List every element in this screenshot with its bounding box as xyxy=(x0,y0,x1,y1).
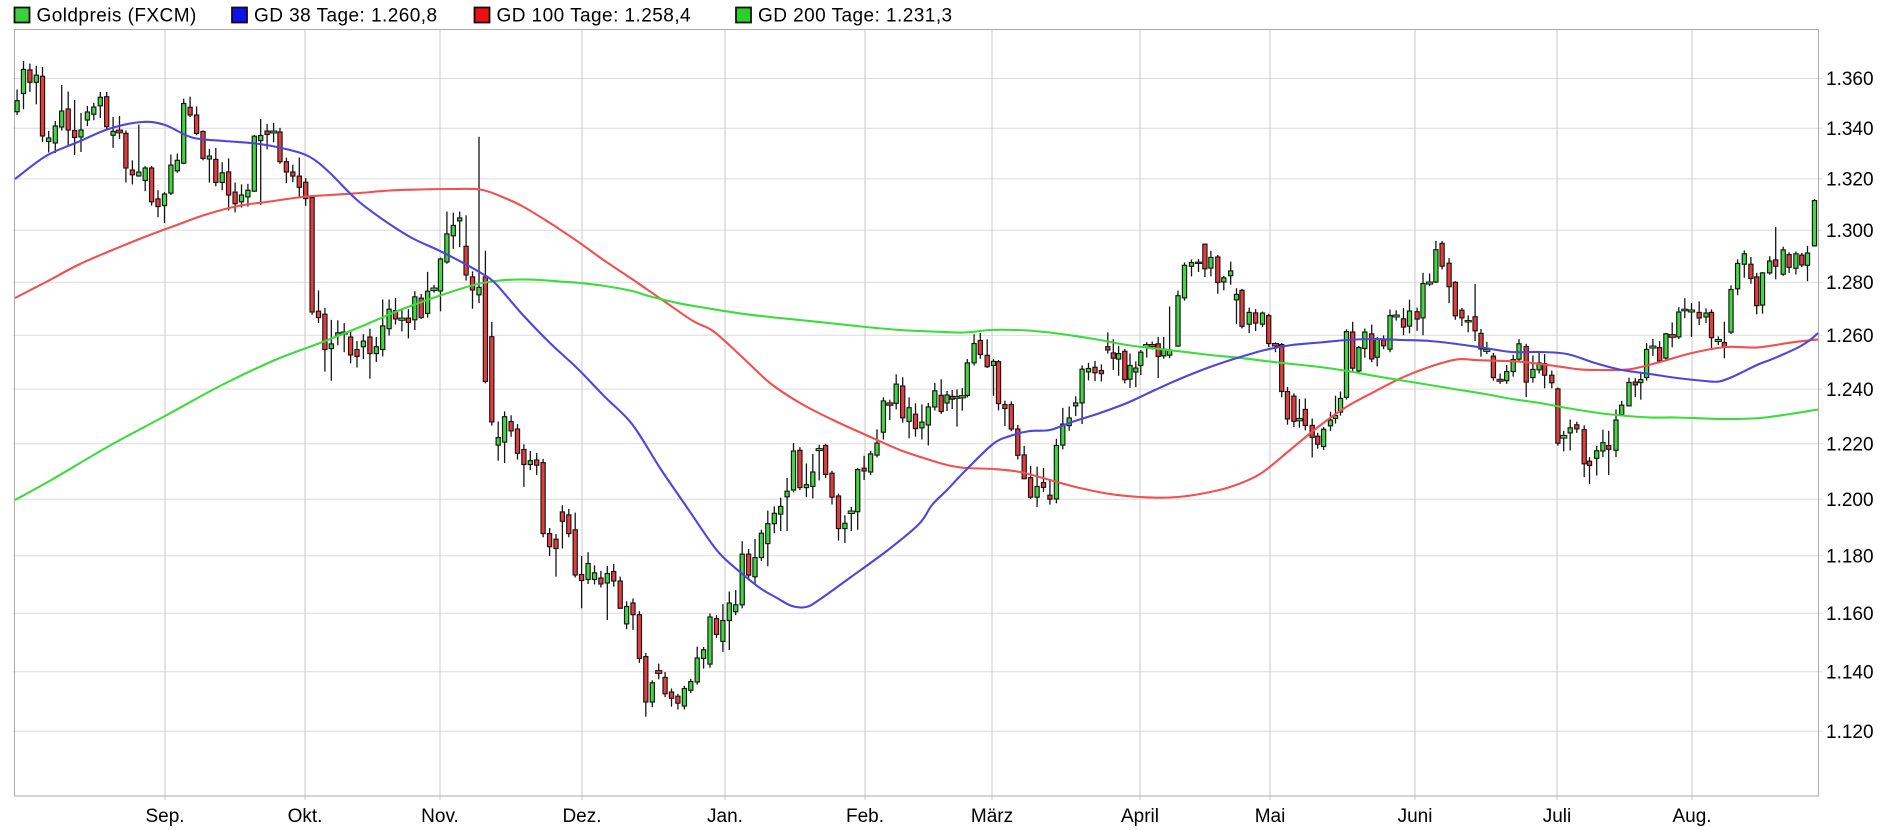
svg-text:1.240: 1.240 xyxy=(1826,380,1874,401)
svg-text:Feb.: Feb. xyxy=(846,806,884,827)
svg-text:1.140: 1.140 xyxy=(1826,662,1874,683)
svg-text:1.220: 1.220 xyxy=(1826,434,1874,455)
svg-text:1.120: 1.120 xyxy=(1826,722,1874,743)
svg-text:GD 100 Tage: 1.258,4: GD 100 Tage: 1.258,4 xyxy=(497,6,692,27)
svg-text:1.180: 1.180 xyxy=(1826,547,1874,568)
svg-text:GD 200 Tage: 1.231,3: GD 200 Tage: 1.231,3 xyxy=(758,6,953,27)
svg-text:1.160: 1.160 xyxy=(1826,604,1874,625)
svg-text:März: März xyxy=(971,806,1013,827)
svg-text:1.300: 1.300 xyxy=(1826,221,1874,242)
svg-text:Juli: Juli xyxy=(1543,806,1572,827)
svg-text:Goldpreis (FXCM): Goldpreis (FXCM) xyxy=(37,6,197,27)
svg-text:April: April xyxy=(1121,806,1159,827)
svg-text:1.260: 1.260 xyxy=(1826,326,1874,347)
svg-text:Nov.: Nov. xyxy=(421,806,459,827)
svg-text:Sep.: Sep. xyxy=(145,806,184,827)
svg-text:GD 38 Tage: 1.260,8: GD 38 Tage: 1.260,8 xyxy=(254,6,438,27)
svg-text:1.360: 1.360 xyxy=(1826,69,1874,90)
svg-text:1.340: 1.340 xyxy=(1826,119,1874,140)
svg-text:Juni: Juni xyxy=(1398,806,1433,827)
svg-text:Dez.: Dez. xyxy=(562,806,601,827)
svg-text:1.320: 1.320 xyxy=(1826,170,1874,191)
svg-text:Jan.: Jan. xyxy=(707,806,743,827)
svg-text:1.280: 1.280 xyxy=(1826,273,1874,294)
svg-text:Mai: Mai xyxy=(1255,806,1286,827)
svg-text:Okt.: Okt. xyxy=(288,806,323,827)
svg-text:Aug.: Aug. xyxy=(1672,806,1711,827)
svg-text:1.200: 1.200 xyxy=(1826,490,1874,511)
